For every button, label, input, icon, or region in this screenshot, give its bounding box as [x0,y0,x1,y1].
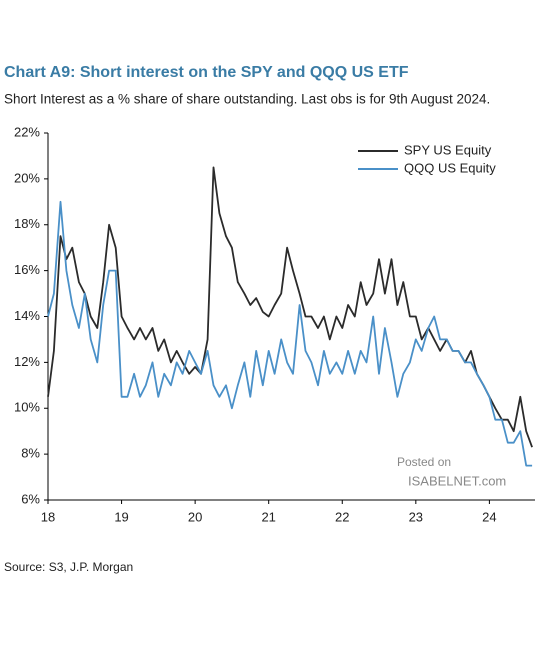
x-tick-label: 18 [41,509,55,524]
watermark: ISABELNET.com [408,473,506,488]
y-tick-label: 6% [21,491,40,506]
x-tick-label: 21 [261,509,275,524]
x-tick-label: 23 [409,509,423,524]
y-tick-label: 20% [14,170,40,185]
x-tick-label: 19 [114,509,128,524]
y-tick-label: 8% [21,446,40,461]
chart-subtitle: Short Interest as a % share of share out… [4,92,490,107]
legend-label: SPY US Equity [404,142,492,157]
y-tick-label: 16% [14,262,40,277]
x-tick-label: 20 [188,509,202,524]
y-tick-label: 12% [14,354,40,369]
x-tick-label: 24 [482,509,496,524]
y-tick-label: 22% [14,124,40,139]
source-note: Source: S3, J.P. Morgan [4,560,133,574]
x-tick-label: 22 [335,509,349,524]
series-line [47,166,533,448]
watermark: Posted on [397,455,451,469]
y-tick-label: 14% [14,308,40,323]
y-tick-label: 18% [14,216,40,231]
series-line [47,200,533,467]
chart-title: Chart A9: Short interest on the SPY and … [4,64,409,81]
legend-label: QQQ US Equity [404,160,496,175]
y-tick-label: 10% [14,400,40,415]
